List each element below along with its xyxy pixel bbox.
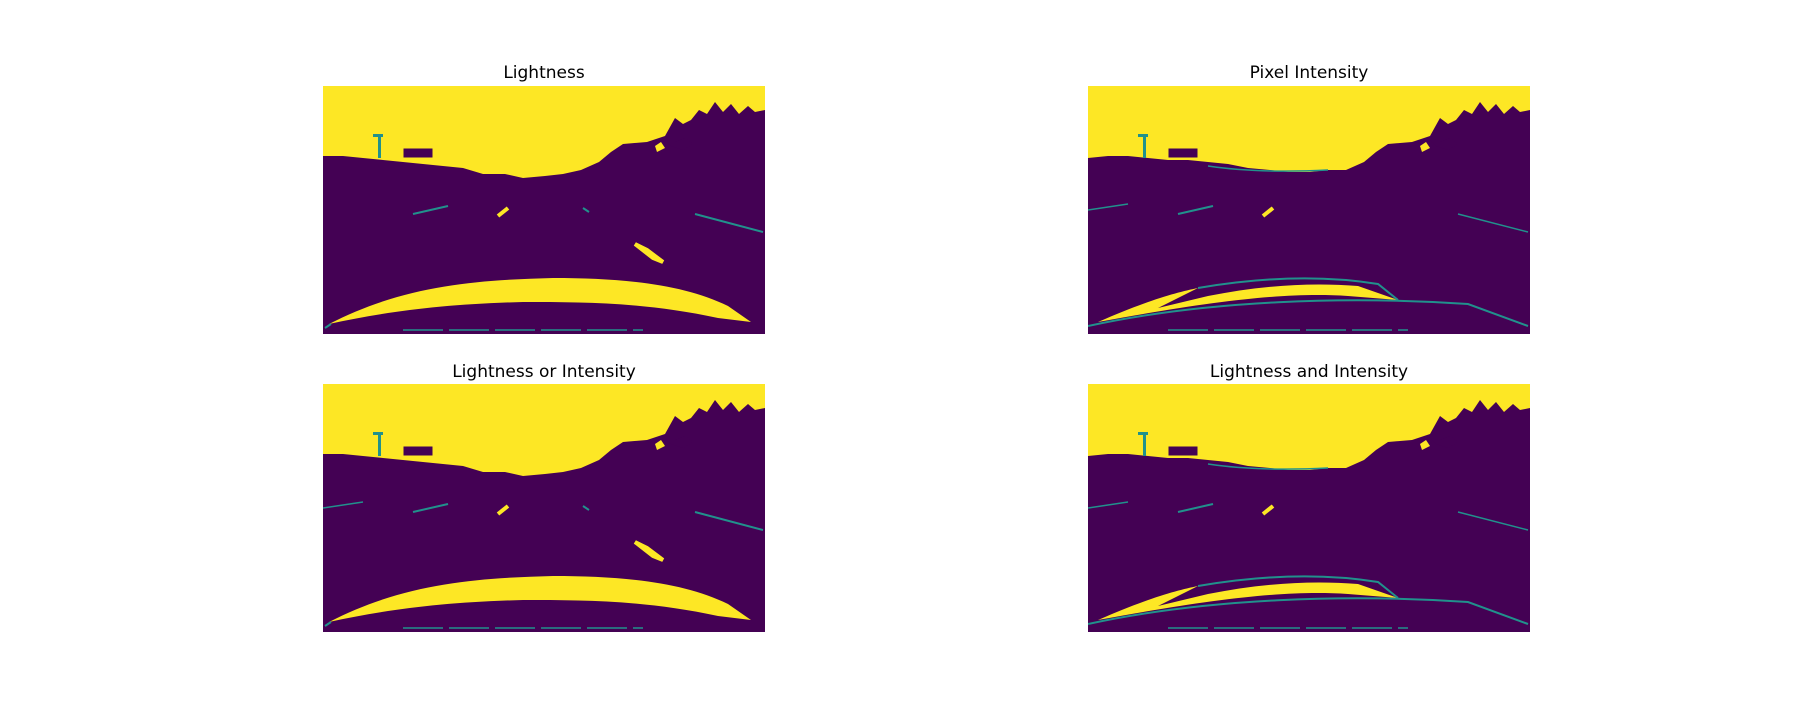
and-mask-image — [1088, 384, 1530, 632]
or-mask-image — [323, 384, 765, 632]
lightness-mask-image — [323, 86, 765, 334]
intensity-mask-image — [1088, 86, 1530, 334]
panel-title: Lightness — [503, 63, 585, 83]
panel-title: Pixel Intensity — [1249, 63, 1369, 83]
panel-title: Lightness and Intensity — [1209, 362, 1409, 382]
panel-title: Lightness or Intensity — [452, 362, 636, 382]
